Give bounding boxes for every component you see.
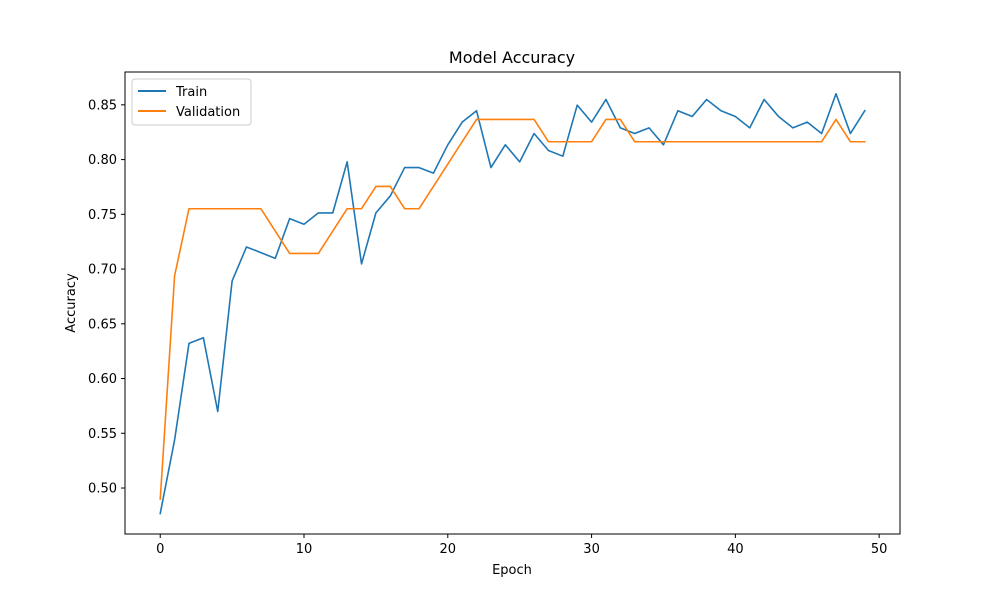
series-lines bbox=[159, 92, 866, 515]
legend: Train Validation bbox=[131, 78, 252, 126]
x-tick-label: 0 bbox=[156, 542, 164, 557]
x-tick-label: 40 bbox=[727, 542, 744, 557]
x-tick-label: 30 bbox=[583, 542, 600, 557]
chart-title: Model Accuracy bbox=[449, 48, 575, 67]
y-tick-label: 0.50 bbox=[88, 482, 117, 497]
y-tick-label: 0.75 bbox=[88, 208, 117, 223]
x-tick-label: 50 bbox=[871, 542, 888, 557]
series-line-train bbox=[159, 92, 866, 515]
legend-label-validation: Validation bbox=[176, 105, 240, 120]
x-axis-title: Epoch bbox=[492, 563, 532, 578]
y-tick-label: 0.65 bbox=[88, 317, 117, 332]
y-axis-ticks: 0.50 0.55 0.60 0.65 0.70 0.75 0.80 0.85 bbox=[88, 98, 125, 497]
y-tick-label: 0.85 bbox=[88, 98, 117, 113]
x-tick-label: 20 bbox=[440, 542, 457, 557]
y-tick-label: 0.55 bbox=[88, 427, 117, 442]
y-tick-label: 0.70 bbox=[88, 263, 117, 278]
y-tick-label: 0.60 bbox=[88, 372, 117, 387]
x-tick-label: 10 bbox=[296, 542, 313, 557]
y-tick-label: 0.80 bbox=[88, 153, 117, 168]
plot-area-frame bbox=[124, 71, 901, 535]
series-line-validation bbox=[159, 118, 866, 501]
legend-label-train: Train bbox=[175, 85, 207, 100]
y-axis-title: Accuracy bbox=[64, 273, 79, 333]
x-axis-ticks: 0 10 20 30 40 50 bbox=[156, 534, 887, 557]
